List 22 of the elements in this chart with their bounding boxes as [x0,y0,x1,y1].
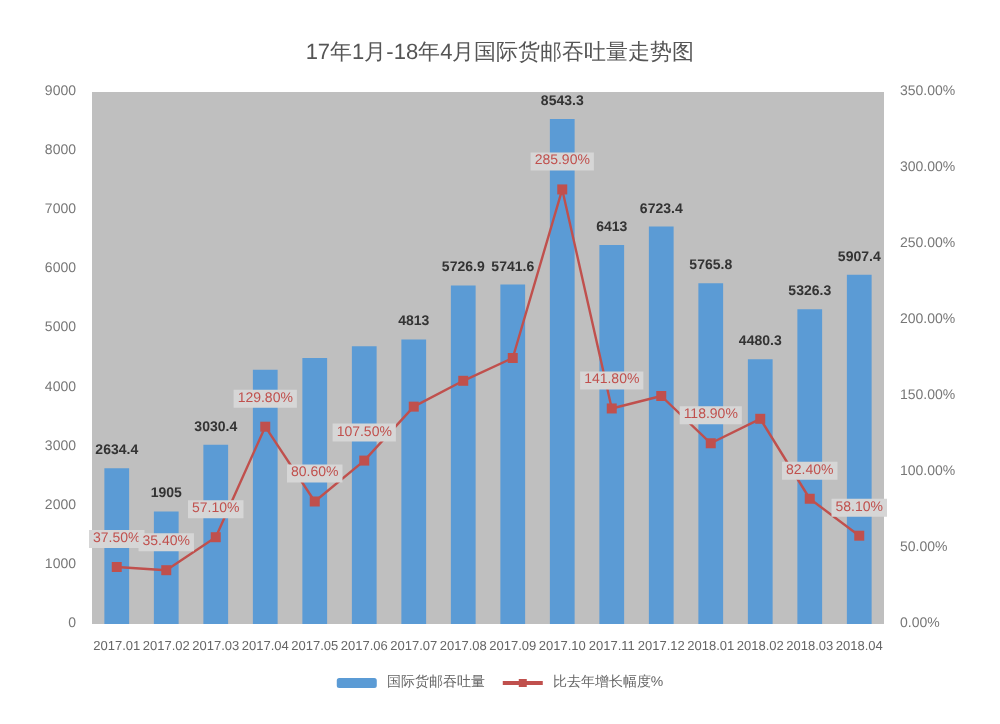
point [755,413,766,424]
point [458,375,469,386]
point [260,421,271,432]
point [111,562,122,572]
point [854,530,865,541]
point [210,532,221,543]
point [359,455,370,466]
bar [648,226,674,624]
point [656,391,667,401]
point [507,353,518,363]
point [804,493,815,504]
chart-title: 17年1月-18年4月国际货邮吞吐量走势图 [305,39,695,65]
point [557,184,568,195]
bar [747,359,773,624]
point [606,403,617,414]
bar [450,285,476,624]
bar [500,284,526,624]
bar [401,339,427,624]
point [161,565,172,576]
point [408,401,419,412]
point [309,496,320,507]
point [705,438,716,449]
